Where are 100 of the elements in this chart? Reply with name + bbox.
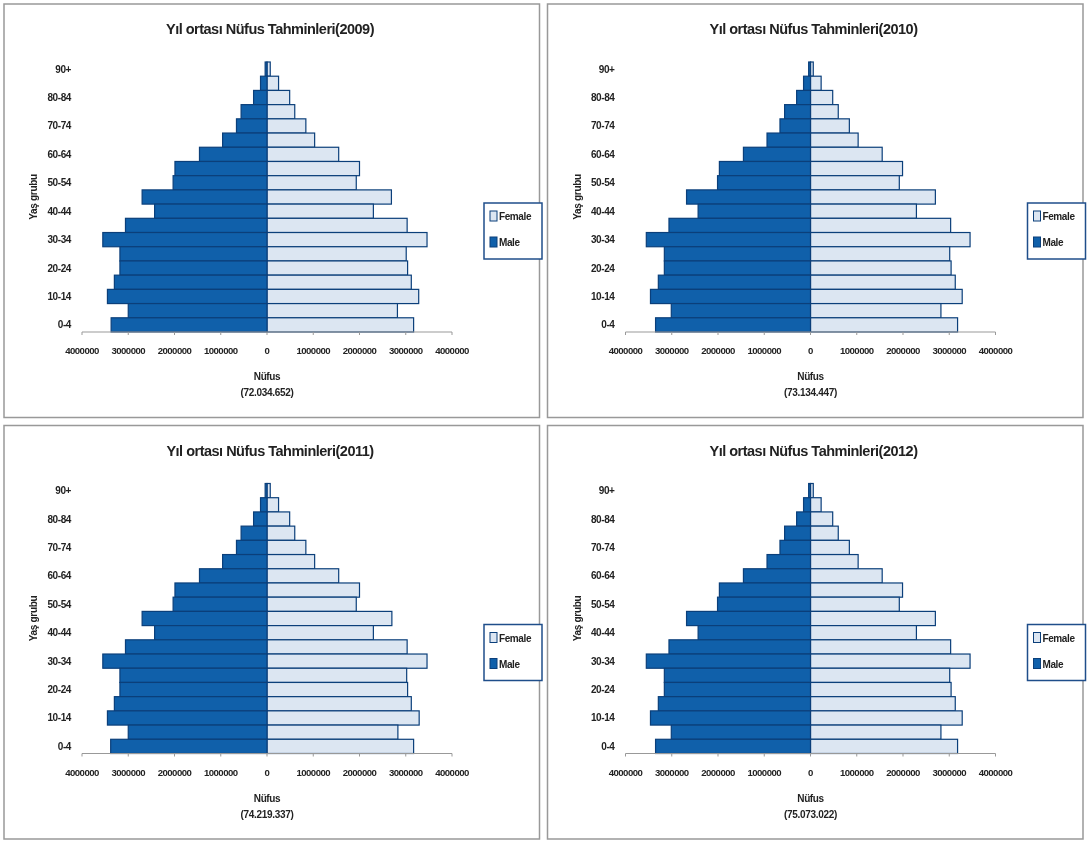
x-tick-label: 0 xyxy=(264,345,270,356)
chart-title: Yıl ortası Nüfus Tahminleri(2010) xyxy=(709,21,919,37)
y-tick-label: 40-44 xyxy=(47,205,72,217)
y-tick-label: 40-44 xyxy=(590,205,616,217)
y-tick-label: 0-4 xyxy=(57,319,72,331)
x-tick-label: 2000000 xyxy=(701,766,735,778)
legend-label: Male xyxy=(1042,658,1064,670)
y-axis-title: Yaş grubu xyxy=(28,595,39,642)
y-tick-label: 60-64 xyxy=(590,148,616,160)
x-tick-label: 4000000 xyxy=(608,345,643,356)
x-tick-label: 2000000 xyxy=(342,766,377,778)
x-tick-label: 2000000 xyxy=(886,345,920,356)
x-tick-label: 3000000 xyxy=(655,766,689,778)
y-tick-label: 70-74 xyxy=(590,541,616,553)
x-tick-label: 2000000 xyxy=(701,345,735,356)
y-tick-label: 20-24 xyxy=(590,684,616,696)
y-tick-label: 20-24 xyxy=(590,262,616,274)
x-tick-label: 4000000 xyxy=(978,345,1013,356)
y-tick-label: 30-34 xyxy=(590,655,616,667)
legend-label: Female xyxy=(1042,211,1076,222)
x-tick-label: 1000000 xyxy=(747,766,782,778)
y-tick-label: 20-24 xyxy=(47,262,72,274)
y-tick-label: 50-54 xyxy=(47,177,72,189)
x-tick-label: 4000000 xyxy=(65,766,99,778)
legend-label: Female xyxy=(499,211,532,222)
y-tick-label: 10-14 xyxy=(47,712,72,724)
y-tick-label: 90+ xyxy=(598,63,616,75)
y-tick-label: 30-34 xyxy=(590,234,616,246)
x-axis-title: Nüfus xyxy=(797,371,825,382)
x-tick-label: 4000000 xyxy=(608,766,643,778)
y-tick-label: 30-34 xyxy=(47,655,72,667)
y-axis-title: Yaş grubu xyxy=(571,595,583,642)
y-tick-label: 60-64 xyxy=(47,148,72,160)
y-tick-label: 80-84 xyxy=(590,92,616,104)
x-tick-label: 2000000 xyxy=(157,345,192,356)
y-tick-label: 50-54 xyxy=(47,598,72,610)
y-tick-label: 90+ xyxy=(55,63,72,75)
x-tick-label: 1000000 xyxy=(747,345,782,356)
x-axis-title: Nüfus xyxy=(797,792,825,804)
y-tick-label: 40-44 xyxy=(47,627,72,639)
y-tick-label: 80-84 xyxy=(47,92,72,104)
text: (73.134.447) xyxy=(783,387,838,398)
chart-title: Yıl ortası Nüfus Tahminleri(2011) xyxy=(166,442,375,459)
x-tick-label: 0 xyxy=(808,766,814,778)
y-tick-label: 80-84 xyxy=(590,513,616,525)
y-tick-label: 90+ xyxy=(55,485,72,497)
x-tick-label: 1000000 xyxy=(204,766,238,778)
y-tick-label: 90+ xyxy=(598,485,616,497)
x-tick-label: 1000000 xyxy=(296,766,331,778)
x-tick-label: 3000000 xyxy=(111,766,146,778)
x-tick-label: 4000000 xyxy=(435,766,469,778)
x-tick-label: 3000000 xyxy=(389,345,423,356)
y-tick-label: 60-64 xyxy=(590,570,616,582)
legend-label: Female xyxy=(1042,632,1076,644)
text: (74.219.337) xyxy=(240,808,294,820)
text: (75.073.022) xyxy=(783,808,838,820)
y-tick-label: 70-74 xyxy=(47,120,72,132)
y-tick-label: 0-4 xyxy=(601,740,616,752)
x-tick-label: 4000000 xyxy=(435,345,469,356)
legend-label: Female xyxy=(499,632,532,644)
y-tick-label: 70-74 xyxy=(47,541,72,553)
y-tick-label: 0-4 xyxy=(57,740,72,752)
y-tick-label: 10-14 xyxy=(590,712,616,724)
x-tick-label: 1000000 xyxy=(296,345,331,356)
y-tick-label: 10-14 xyxy=(590,290,616,302)
y-axis-title: Yaş grubu xyxy=(28,173,39,220)
legend-label: Male xyxy=(1042,237,1064,248)
chart-title: Yıl ortası Nüfus Tahminleri(2012) xyxy=(709,442,919,459)
y-tick-label: 60-64 xyxy=(47,570,72,582)
x-axis-title: Nüfus xyxy=(253,792,281,804)
x-tick-label: 0 xyxy=(264,766,270,778)
y-tick-label: 20-24 xyxy=(47,684,72,696)
x-tick-label: 1000000 xyxy=(840,766,874,778)
y-tick-label: 70-74 xyxy=(590,120,616,132)
legend-label: Male xyxy=(499,658,521,670)
y-tick-label: 40-44 xyxy=(590,627,616,639)
x-tick-label: 3000000 xyxy=(389,766,423,778)
x-tick-label: 3000000 xyxy=(932,345,967,356)
x-tick-label: 4000000 xyxy=(978,766,1013,778)
x-tick-label: 3000000 xyxy=(655,345,689,356)
legend-label: Male xyxy=(499,237,521,248)
y-tick-label: 0-4 xyxy=(601,319,616,331)
x-axis-title: Nüfus xyxy=(253,371,281,382)
x-tick-label: 3000000 xyxy=(111,345,146,356)
chart-title: Yıl ortası Nüfus Tahminleri(2009) xyxy=(165,21,375,37)
y-tick-label: 50-54 xyxy=(590,177,616,189)
x-tick-label: 1000000 xyxy=(840,345,874,356)
y-tick-label: 50-54 xyxy=(590,598,616,610)
y-tick-label: 30-34 xyxy=(47,234,72,246)
y-axis-title: Yaş grubu xyxy=(571,173,583,220)
x-tick-label: 2000000 xyxy=(342,345,377,356)
x-tick-label: 2000000 xyxy=(157,766,192,778)
x-tick-label: 2000000 xyxy=(886,766,920,778)
x-tick-label: 0 xyxy=(808,345,814,356)
text: (72.034.652) xyxy=(240,387,294,398)
x-tick-label: 1000000 xyxy=(204,345,238,356)
y-tick-label: 10-14 xyxy=(47,290,72,302)
x-tick-label: 3000000 xyxy=(932,766,967,778)
x-tick-label: 4000000 xyxy=(65,345,99,356)
y-tick-label: 80-84 xyxy=(47,513,72,525)
